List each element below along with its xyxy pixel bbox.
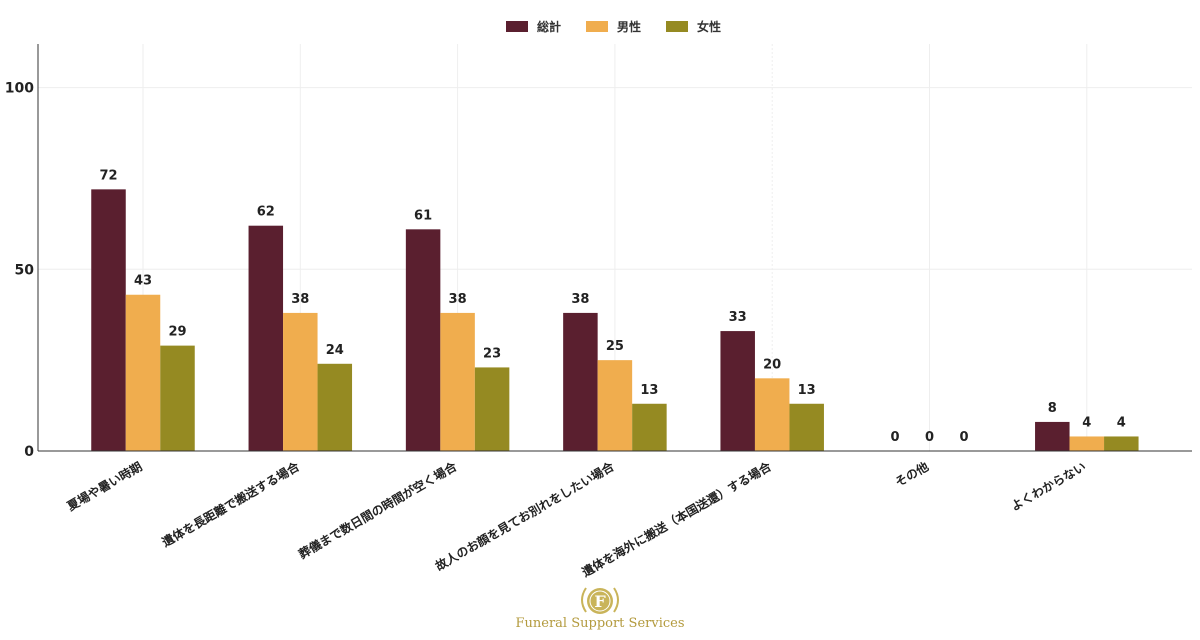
data-label: 23 (483, 346, 501, 361)
watermark-text: Funeral Support Services (516, 616, 685, 631)
bar (563, 312, 598, 451)
bar (440, 312, 475, 451)
bar (1104, 436, 1139, 451)
bar (405, 229, 441, 451)
legend-label: 男性 (617, 19, 641, 34)
data-label: 8 (1048, 401, 1057, 416)
bar (720, 331, 755, 451)
x-tick-labels: 夏場や暑い時期 遺体を長距離で搬送する場合葬儀まで数日間の時間が空く場合故人のお顔… (64, 458, 1088, 580)
bar (248, 225, 284, 451)
bar (754, 378, 790, 451)
data-label: 33 (729, 310, 747, 325)
bar (283, 312, 318, 451)
watermark-logo-letter: F (594, 592, 606, 611)
x-tick-label: 遺体を長距離で搬送する場合 (158, 458, 302, 550)
legend-swatch (586, 21, 608, 32)
x-tick-label: 故人のお顔を見てお別れをしたい場合 (433, 458, 618, 573)
data-label: 25 (606, 339, 624, 354)
bar (474, 367, 510, 451)
data-label: 29 (168, 325, 186, 340)
bar (160, 345, 195, 451)
bar (1069, 436, 1105, 451)
data-label: 0 (890, 430, 899, 445)
data-label: 13 (640, 383, 658, 398)
data-label: 4 (1117, 415, 1126, 430)
bar (789, 403, 824, 451)
watermark: F Funeral Support Services (516, 587, 685, 631)
data-label: 4 (1082, 415, 1091, 430)
grid-lines (38, 44, 1192, 451)
bar (1035, 421, 1070, 451)
bar (125, 294, 161, 451)
value-labels: 72 62 61 38 33 0 8 43 38 38 25 20 0 4 29 24 23 13 13 0 4 (99, 168, 1125, 445)
data-label: 61 (414, 208, 432, 223)
y-tick-label: 100 (5, 81, 34, 97)
legend: 総計 男性 女性 (506, 19, 721, 34)
y-tick-labels: 0 50 100 (5, 81, 34, 460)
legend-label: 女性 (697, 19, 721, 34)
bar (597, 360, 633, 451)
y-tick-label: 50 (15, 262, 35, 278)
data-label: 20 (763, 357, 781, 372)
bar (632, 403, 667, 451)
axes (37, 44, 1192, 452)
data-label: 62 (257, 205, 275, 220)
bar (91, 189, 126, 451)
data-label: 13 (798, 383, 816, 398)
y-tick-label: 0 (24, 444, 34, 460)
data-label: 38 (291, 292, 309, 307)
data-label: 43 (134, 274, 152, 289)
watermark-logo: F (581, 587, 619, 614)
data-label: 38 (571, 292, 589, 307)
data-label: 38 (449, 292, 467, 307)
x-tick-label: 葬儀まで数日間の時間が空く場合 (296, 458, 460, 561)
data-label: 72 (99, 168, 117, 183)
legend-swatch (506, 21, 528, 32)
x-tick-label: 夏場や暑い時期 (64, 459, 144, 514)
data-label: 0 (925, 430, 934, 445)
x-tick-label: その他 (892, 459, 931, 490)
data-label: 0 (959, 430, 968, 445)
x-tick-label: よくわからない (1009, 459, 1089, 513)
data-label: 24 (326, 343, 344, 358)
legend-label: 総計 (537, 19, 561, 34)
bars (91, 189, 1139, 451)
bar (317, 363, 353, 451)
legend-swatch (666, 21, 688, 32)
